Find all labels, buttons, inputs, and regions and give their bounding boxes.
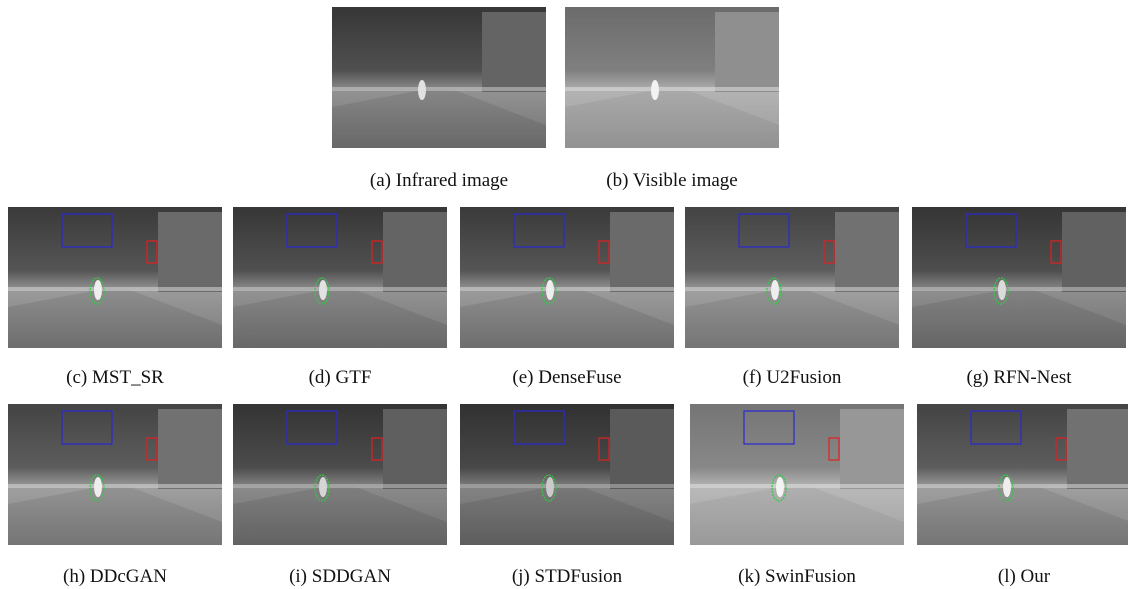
tone-overlay	[233, 207, 447, 348]
tone-overlay	[685, 207, 899, 348]
image-panel	[233, 207, 447, 348]
panel-caption: (f) U2Fusion	[743, 367, 842, 388]
image-panel	[685, 207, 899, 348]
panel-caption: (c) MST_SR	[66, 367, 164, 388]
tone-overlay	[917, 404, 1128, 545]
tone-overlay	[460, 404, 674, 545]
image-panel	[8, 207, 222, 348]
panel-caption: (a) Infrared image	[370, 170, 508, 191]
panel-caption: (b) Visible image	[606, 170, 737, 191]
image-panel	[8, 404, 222, 545]
panel-caption: (g) RFN-Nest	[966, 367, 1072, 388]
image-panel	[917, 404, 1128, 545]
tone-overlay	[233, 404, 447, 545]
image-panel	[233, 404, 447, 545]
tone-overlay	[8, 404, 222, 545]
image-panel	[332, 7, 546, 148]
figure: (a) Infrared image (b) Visible image (c) M…	[0, 0, 1128, 589]
image-panel	[565, 7, 779, 148]
image-panel	[460, 404, 674, 545]
tone-overlay	[912, 207, 1126, 348]
panel-caption: (h) DDcGAN	[63, 566, 167, 587]
image-panel	[912, 207, 1126, 348]
image-panel	[690, 404, 904, 545]
panel-caption: (j) STDFusion	[512, 566, 623, 587]
panel-caption: (k) SwinFusion	[738, 566, 856, 587]
panel-caption: (i) SDDGAN	[289, 566, 391, 587]
tone-overlay	[332, 7, 546, 148]
panel-caption: (e) DenseFuse	[512, 367, 621, 388]
panel-caption: (l) Our	[998, 566, 1051, 587]
panel-caption: (d) GTF	[309, 367, 372, 388]
image-panel	[460, 207, 674, 348]
tone-overlay	[690, 404, 904, 545]
tone-overlay	[565, 7, 779, 148]
